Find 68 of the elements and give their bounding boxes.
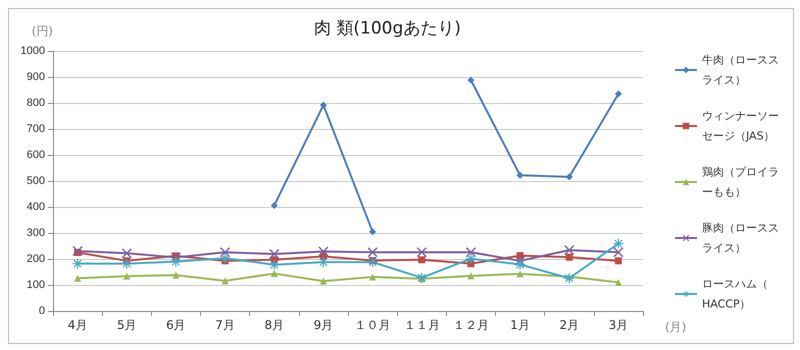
point <box>123 272 130 280</box>
point <box>614 278 622 286</box>
chart-title: 肉 類(100gあたり) <box>314 18 461 38</box>
point <box>369 273 376 280</box>
x-tick-label: 4月 <box>68 318 88 332</box>
point <box>467 272 474 280</box>
legend-label: ウィンナーソーセージ（JAS） <box>702 110 779 142</box>
point <box>270 202 278 209</box>
y-tick-label: 800 <box>26 97 45 109</box>
y-tick-label: 600 <box>26 149 45 161</box>
point <box>74 274 82 282</box>
point <box>516 270 524 278</box>
point <box>72 246 83 256</box>
x-tick-label: 2月 <box>559 318 580 332</box>
y-tick-label: 900 <box>26 71 45 83</box>
point <box>368 247 378 258</box>
point <box>466 254 476 264</box>
y-tick-label: 400 <box>26 201 45 213</box>
point <box>416 272 427 283</box>
point <box>566 254 573 261</box>
x-tick-label: １０月 <box>354 318 391 332</box>
point <box>222 277 229 284</box>
y-tick-label: 700 <box>26 123 45 135</box>
x-tick-label: 8月 <box>264 318 284 332</box>
legend-label: ロースハム（HACCP） <box>702 278 768 310</box>
point <box>418 256 426 264</box>
point <box>122 258 132 269</box>
x-tick-label: 3月 <box>608 318 628 332</box>
y-tick-label: 0 <box>38 305 45 317</box>
point <box>516 172 524 179</box>
x-tick-label: 7月 <box>215 318 235 332</box>
legend-label: 牛肉（ローススライス） <box>702 54 779 86</box>
y-tick-label: 300 <box>26 227 45 239</box>
x-tick-label: 9月 <box>314 318 334 332</box>
point <box>270 270 278 278</box>
point <box>172 272 180 279</box>
point <box>566 173 573 180</box>
x-tick-label: 6月 <box>166 318 186 332</box>
point <box>613 247 624 258</box>
point <box>269 260 280 270</box>
point <box>466 247 476 258</box>
y-tick-label: 100 <box>26 279 45 291</box>
point <box>318 246 328 256</box>
point <box>320 278 327 285</box>
point <box>614 257 622 264</box>
point <box>369 228 376 236</box>
x-tick-label: １２月 <box>452 318 489 332</box>
y-tick-label: 200 <box>26 253 45 265</box>
point <box>269 249 280 260</box>
point <box>613 238 624 249</box>
y-tick-label: 500 <box>26 175 45 187</box>
y-tick-label: 1000 <box>20 45 45 57</box>
point <box>467 76 474 84</box>
point <box>564 273 574 284</box>
point <box>416 247 427 258</box>
y-axis-title: (円) <box>32 24 53 38</box>
x-tick-label: 1月 <box>510 318 530 332</box>
point <box>122 248 132 258</box>
x-tick-label: 5月 <box>116 318 137 332</box>
point <box>72 258 83 269</box>
point <box>564 245 574 256</box>
x-tick-label: １１月 <box>404 318 440 332</box>
point <box>220 253 230 264</box>
point <box>320 102 327 109</box>
point <box>614 90 622 98</box>
legend-label: 豚肉（ローススライス） <box>702 222 779 254</box>
legend-label: 鶏肉（ブロイラーもも） <box>702 166 779 198</box>
x-axis-title: (月) <box>665 320 686 334</box>
